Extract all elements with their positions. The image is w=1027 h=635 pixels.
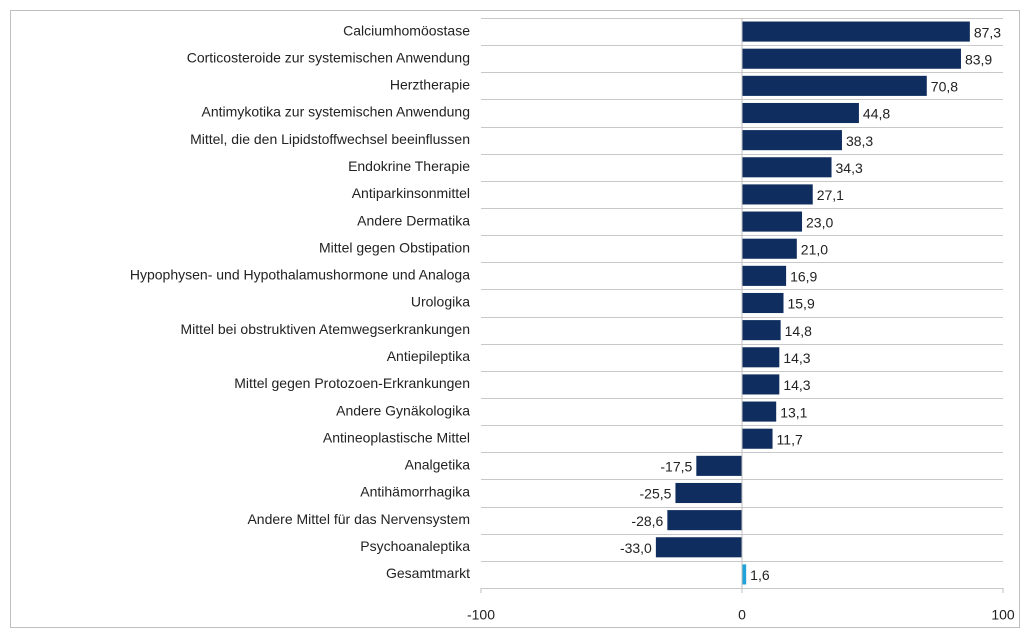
category-label: Andere Gynäkologika bbox=[336, 402, 470, 418]
bar bbox=[742, 102, 859, 124]
category-label: Mittel gegen Protozoen-Erkrankungen bbox=[234, 375, 470, 391]
value-label: 38,3 bbox=[846, 133, 873, 149]
bar bbox=[742, 238, 797, 259]
category-label: Antimykotika zur systemischen Anwendung bbox=[202, 104, 470, 120]
bar bbox=[742, 564, 747, 585]
value-label: 14,3 bbox=[783, 377, 810, 393]
bar bbox=[696, 455, 742, 476]
bar bbox=[655, 537, 742, 558]
value-label: 34,3 bbox=[836, 160, 863, 176]
category-label: Antiparkinsonmittel bbox=[352, 185, 470, 201]
bar bbox=[742, 48, 961, 69]
category-label: Corticosteroide zur systemischen Anwendu… bbox=[187, 49, 470, 65]
bar bbox=[742, 75, 927, 96]
chart-border bbox=[10, 10, 1020, 628]
value-label: -28,6 bbox=[631, 513, 663, 529]
category-label: Mittel gegen Obstipation bbox=[319, 239, 470, 255]
value-label: 16,9 bbox=[790, 269, 817, 285]
category-label: Urologika bbox=[411, 294, 470, 310]
bar bbox=[742, 320, 781, 341]
category-label: Antihämorrhagika bbox=[360, 484, 470, 500]
value-label: 21,0 bbox=[801, 241, 828, 257]
category-label: Andere Mittel für das Nervensystem bbox=[247, 511, 470, 527]
bar bbox=[742, 401, 777, 422]
bar bbox=[742, 347, 780, 368]
category-label: Psychoanaleptika bbox=[360, 538, 470, 554]
value-label: 15,9 bbox=[787, 296, 814, 312]
bar bbox=[742, 211, 803, 232]
value-label: -17,5 bbox=[660, 459, 692, 475]
value-label: 1,6 bbox=[750, 567, 770, 583]
category-label: Mittel, die den Lipidstoffwechsel beeinf… bbox=[190, 131, 470, 147]
category-label: Herztherapie bbox=[390, 77, 470, 93]
value-label: 13,1 bbox=[780, 404, 807, 420]
value-label: 87,3 bbox=[974, 24, 1001, 40]
x-tick-label: 0 bbox=[738, 607, 746, 623]
category-label: Gesamtmarkt bbox=[386, 565, 470, 581]
category-label: Antiepileptika bbox=[387, 348, 470, 364]
bar bbox=[742, 184, 813, 205]
value-label: -33,0 bbox=[620, 540, 652, 556]
value-label: -25,5 bbox=[640, 486, 672, 502]
value-label: 27,1 bbox=[817, 187, 844, 203]
bar bbox=[742, 157, 832, 178]
x-tick-label: 100 bbox=[991, 607, 1015, 623]
bar bbox=[675, 482, 742, 504]
category-label: Andere Dermatika bbox=[357, 212, 470, 228]
value-label: 23,0 bbox=[806, 214, 833, 230]
category-label: Hypophysen- und Hypothalamushormone und … bbox=[130, 267, 470, 283]
value-label: 11,7 bbox=[777, 431, 803, 447]
bar bbox=[667, 510, 742, 531]
bar bbox=[742, 130, 842, 151]
value-label: 70,8 bbox=[931, 79, 958, 95]
value-label: 14,8 bbox=[785, 323, 812, 339]
value-label: 83,9 bbox=[965, 51, 992, 67]
x-tick-label: -100 bbox=[467, 607, 495, 623]
value-label: 14,3 bbox=[783, 350, 810, 366]
category-label: Mittel bei obstruktiven Atemwegserkranku… bbox=[181, 321, 470, 337]
value-label: 44,8 bbox=[863, 106, 890, 122]
category-label: Calciumhomöostase bbox=[343, 22, 470, 38]
bar bbox=[742, 292, 784, 314]
category-label: Endokrine Therapie bbox=[348, 158, 470, 174]
bar bbox=[742, 265, 787, 286]
bar bbox=[742, 428, 773, 449]
category-label: Antineoplastische Mittel bbox=[323, 429, 470, 445]
category-label: Analgetika bbox=[405, 457, 471, 473]
bar bbox=[742, 374, 780, 395]
bar bbox=[742, 21, 970, 42]
